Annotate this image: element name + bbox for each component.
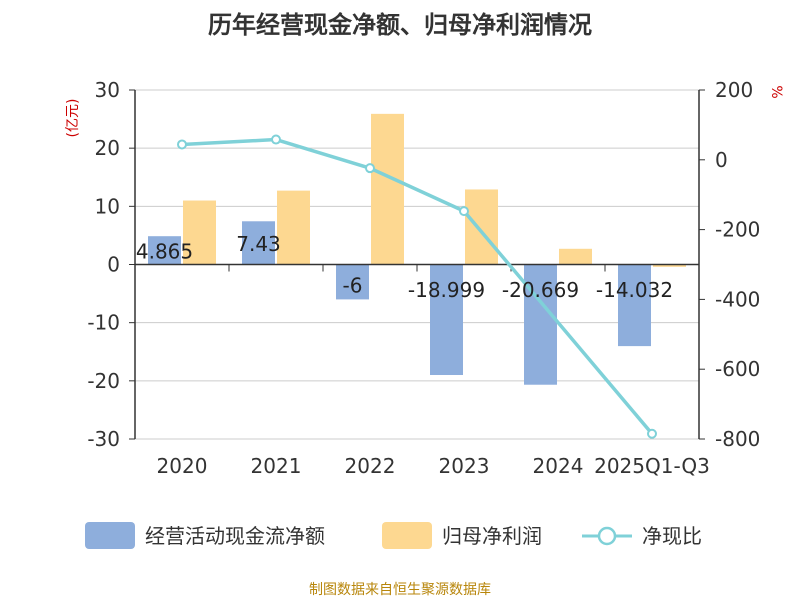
legend-swatch-profit: [382, 522, 432, 549]
right-axis-ticks: 200 0 -200 -400 -600 -800: [699, 78, 760, 451]
left-tick-label: 30: [95, 78, 120, 102]
bar-cashflow: [524, 264, 557, 385]
bar-cashflow: [148, 236, 181, 265]
x-tick-label: 2022: [345, 454, 396, 478]
line-ratio-point: [459, 206, 469, 217]
bar-profit: [277, 190, 310, 265]
line-ratio-point: [271, 134, 281, 145]
x-tick-label: 2023: [439, 454, 490, 478]
left-axis-unit: (亿元): [65, 99, 81, 138]
bar-profit: [183, 200, 216, 265]
x-tick-label: 2021: [251, 454, 302, 478]
data-label-cashflow: -18.999: [408, 278, 485, 302]
data-labels: 4.865 7.43 -6 -18.999 -20.669 -14.032: [136, 232, 673, 302]
legend-label-profit: 归母净利润: [442, 524, 542, 548]
bar-cashflow: [618, 264, 651, 347]
data-label-cashflow: -20.669: [502, 278, 579, 302]
right-tick-label: 0: [715, 148, 728, 172]
right-tick-label: -600: [715, 357, 760, 381]
bar-series: [148, 113, 686, 385]
left-tick-label: 20: [95, 136, 120, 160]
data-label-cashflow: -6: [343, 273, 363, 297]
line-ratio-point: [647, 428, 657, 439]
axes: [134, 90, 700, 439]
line-ratio-point: [177, 139, 187, 150]
left-tick-label: 10: [95, 194, 120, 218]
legend: 经营活动现金流净额 归母净利润 净现比: [85, 522, 702, 549]
line-ratio-point: [365, 163, 375, 174]
legend-label-cashflow: 经营活动现金流净额: [145, 524, 325, 548]
bar-profit: [653, 264, 686, 267]
right-tick-label: 200: [715, 78, 753, 102]
legend-swatch-cashflow: [85, 522, 135, 549]
bar-profit: [371, 113, 404, 265]
right-tick-label: -400: [715, 287, 760, 311]
left-tick-label: -30: [87, 427, 120, 451]
legend-label-ratio: 净现比: [642, 524, 702, 548]
bar-cashflow: [242, 221, 275, 265]
data-label-cashflow: 7.43: [236, 232, 281, 256]
right-tick-label: -800: [715, 427, 760, 451]
left-axis-ticks: 30 20 10 0 -10 -20 -30: [87, 78, 135, 451]
x-tick-label: 2020: [157, 454, 208, 478]
right-axis-unit: %: [768, 85, 784, 98]
bar-profit: [465, 189, 498, 265]
x-tick-label: 2025Q1-Q3: [594, 454, 710, 478]
left-tick-label: -20: [87, 369, 120, 393]
bar-cashflow: [336, 264, 369, 300]
bar-cashflow: [430, 264, 463, 376]
data-label-cashflow: 4.865: [136, 239, 193, 263]
bar-profit: [559, 248, 592, 265]
left-tick-label: 0: [107, 253, 120, 277]
x-tick-label: 2024: [533, 454, 584, 478]
right-tick-label: -200: [715, 218, 760, 242]
left-tick-label: -10: [87, 311, 120, 335]
data-label-cashflow: -14.032: [596, 278, 673, 302]
line-series: [177, 134, 657, 439]
legend-marker-ratio: [597, 526, 617, 546]
chart-title: 历年经营现金净额、归母净利润情况: [208, 11, 592, 39]
source-note: 制图数据来自恒生聚源数据库: [309, 582, 491, 598]
x-axis-ticks: 2020 2021 2022 2023 2024 2025Q1-Q3: [157, 454, 710, 478]
